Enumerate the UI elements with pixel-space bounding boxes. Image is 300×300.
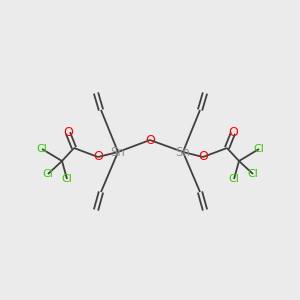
Text: Cl: Cl	[43, 169, 53, 179]
Text: Cl: Cl	[254, 144, 264, 154]
Text: Cl: Cl	[61, 174, 72, 184]
Text: O: O	[145, 134, 155, 146]
Text: O: O	[93, 151, 103, 164]
Text: Sn: Sn	[111, 146, 125, 158]
Text: O: O	[228, 127, 238, 140]
Text: Cl: Cl	[229, 174, 239, 184]
Text: Sn: Sn	[176, 146, 190, 158]
Text: Cl: Cl	[37, 144, 47, 154]
Text: O: O	[63, 127, 73, 140]
Text: Cl: Cl	[248, 169, 258, 179]
Text: O: O	[198, 151, 208, 164]
